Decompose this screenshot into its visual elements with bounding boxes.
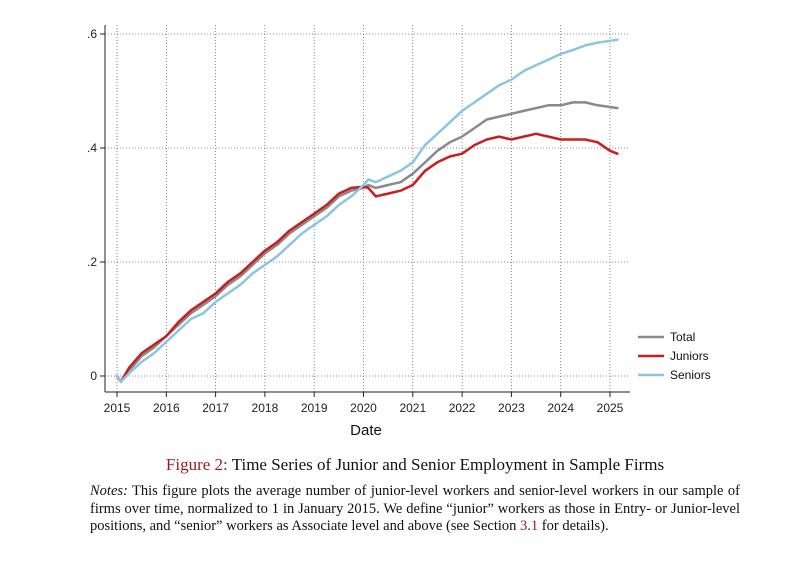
figure-notes: Notes: This figure plots the average num…	[90, 483, 740, 536]
x-tick-label: 2015	[104, 401, 131, 415]
legend-label-seniors: Seniors	[670, 368, 711, 382]
y-tick-label: 0	[90, 369, 97, 383]
gridlines	[105, 25, 630, 392]
series-line-seniors	[115, 38, 619, 383]
line-chart: 2015 2016 2017 2018 2019 2020 2021 2022 2023 2024…	[87, 20, 711, 439]
figure-title-text: Time Series of Junior and Senior Employm…	[231, 455, 665, 474]
figure-caption: Figure 2: Time Series of Junior and Seni…	[90, 455, 740, 536]
notes-text-2: for details).	[538, 518, 609, 534]
x-axis-title: Date	[350, 422, 382, 439]
series-line-total	[115, 101, 619, 383]
section-reference-link[interactable]: 3.1	[520, 518, 539, 534]
y-tick-label: .4	[87, 141, 97, 155]
x-tick-label: 2019	[301, 401, 328, 415]
x-tick-label: 2018	[252, 401, 279, 415]
legend: Total Juniors Seniors	[638, 330, 711, 382]
figure-label: Figure 2:	[165, 455, 228, 474]
axes: 2015 2016 2017 2018 2019 2020 2021 2022 2023 2024…	[87, 25, 630, 415]
x-tick-label: 2021	[399, 401, 426, 415]
x-tick-label: 2020	[350, 401, 377, 415]
figure-title: Figure 2: Time Series of Junior and Seni…	[90, 455, 740, 475]
x-tick-label: 2024	[547, 401, 574, 415]
y-tick-label: .6	[87, 27, 97, 41]
x-tick-label: 2025	[597, 401, 624, 415]
y-tick-label: .2	[87, 255, 97, 269]
x-tick-label: 2023	[498, 401, 525, 415]
legend-label-juniors: Juniors	[670, 349, 709, 363]
notes-label: Notes:	[90, 483, 128, 499]
legend-label-total: Total	[670, 330, 695, 344]
x-tick-label: 2022	[449, 401, 476, 415]
x-tick-label: 2016	[153, 401, 180, 415]
notes-text-1: This figure plots the average number of …	[90, 483, 740, 534]
plot-area-frame	[105, 20, 630, 392]
series-lines	[115, 38, 619, 383]
x-tick-label: 2017	[202, 401, 229, 415]
series-line-juniors	[115, 132, 619, 383]
